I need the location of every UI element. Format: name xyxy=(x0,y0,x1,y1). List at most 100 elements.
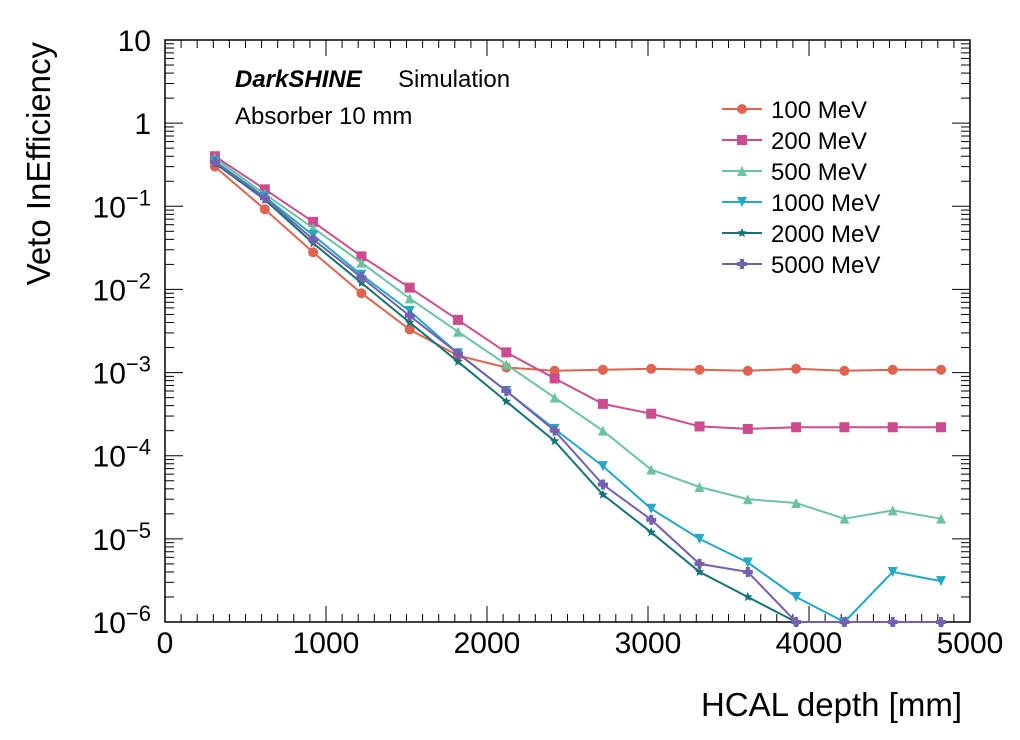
data-point xyxy=(356,277,367,287)
data-point xyxy=(597,425,608,436)
data-point xyxy=(453,356,463,366)
legend-entry: 200 MeV xyxy=(722,128,867,155)
legend-marker xyxy=(737,259,747,269)
data-point xyxy=(887,422,898,433)
data-point xyxy=(791,422,802,433)
x-tick-label: 4000 xyxy=(776,627,843,660)
data-point xyxy=(308,247,319,258)
data-point xyxy=(742,423,753,434)
data-point xyxy=(743,591,753,602)
legend-marker xyxy=(737,135,747,145)
data-point xyxy=(839,513,850,524)
data-point xyxy=(694,566,705,576)
legend-label: 2000 MeV xyxy=(771,221,880,248)
legend-marker xyxy=(737,166,747,176)
data-point xyxy=(887,566,898,577)
data-point xyxy=(936,617,947,627)
y-tick-labels: 10 1 10−1 10−2 10−3 10−4 10−5 10−6 xyxy=(93,25,151,640)
x-tick-label: 0 xyxy=(157,627,174,660)
data-point xyxy=(549,365,560,376)
absorber-annotation: Absorber 10 mm xyxy=(235,103,412,130)
y-axis-title: Veto InEfficiency xyxy=(20,42,57,286)
data-point xyxy=(549,373,560,384)
data-point xyxy=(694,533,705,544)
data-point xyxy=(404,317,415,327)
legend-label: 500 MeV xyxy=(771,159,867,186)
data-point xyxy=(791,617,802,627)
data-point xyxy=(453,348,464,359)
data-point xyxy=(742,365,753,376)
data-point xyxy=(839,617,850,627)
data-point xyxy=(453,314,464,325)
y-tick-label: 10−2 xyxy=(93,268,151,307)
data-point xyxy=(259,204,270,215)
x-tick-label: 1000 xyxy=(293,627,360,660)
data-point xyxy=(887,505,898,516)
data-point xyxy=(501,359,512,370)
data-point xyxy=(597,461,608,472)
legend: 100 MeV 200 MeV 500 MeV 1000 MeV 2000 MeV 500… xyxy=(722,97,880,279)
series-200-mev xyxy=(209,151,947,434)
data-point xyxy=(404,282,415,293)
data-point xyxy=(549,436,560,446)
data-point xyxy=(308,216,319,227)
series-layer xyxy=(209,151,947,627)
y-tick-label: 10−1 xyxy=(93,185,151,224)
data-point xyxy=(259,193,270,204)
experiment-status-label: Simulation xyxy=(398,66,510,93)
data-point xyxy=(356,257,367,268)
data-point xyxy=(839,422,850,433)
legend-entry: 2000 MeV xyxy=(722,221,880,248)
data-point xyxy=(597,364,608,375)
data-point xyxy=(404,310,415,321)
data-point xyxy=(404,293,415,304)
data-point xyxy=(209,157,220,168)
series-line xyxy=(214,160,942,624)
data-point xyxy=(501,386,512,397)
data-point xyxy=(453,326,464,337)
data-point xyxy=(742,494,753,505)
data-point xyxy=(646,363,657,374)
data-point xyxy=(791,497,802,508)
series-5000-mev xyxy=(209,157,947,627)
data-point xyxy=(356,288,367,299)
y-tick-label: 10 xyxy=(118,25,151,58)
data-point xyxy=(936,422,947,433)
data-point xyxy=(742,566,753,577)
data-point xyxy=(936,576,947,587)
legend-entry: 100 MeV xyxy=(722,97,867,124)
data-point xyxy=(694,421,705,432)
series-line xyxy=(214,157,942,520)
data-point xyxy=(887,617,898,627)
data-point xyxy=(694,364,705,375)
data-point xyxy=(646,514,657,525)
data-point xyxy=(308,234,319,245)
data-point xyxy=(646,408,657,419)
legend-label: 100 MeV xyxy=(771,97,867,124)
data-point xyxy=(597,398,608,409)
data-point xyxy=(791,363,802,374)
x-tick-label: 5000 xyxy=(937,627,1004,660)
legend-label: 1000 MeV xyxy=(771,190,880,217)
data-point xyxy=(501,347,512,358)
data-point xyxy=(936,364,947,375)
experiment-label: DarkSHINE xyxy=(235,66,363,93)
series-line xyxy=(214,155,941,430)
series-line xyxy=(214,165,941,372)
y-tick-label: 10−5 xyxy=(93,518,151,557)
data-point xyxy=(598,489,608,499)
data-point xyxy=(742,557,753,568)
data-point xyxy=(646,464,657,475)
legend-entry: 500 MeV xyxy=(722,159,867,186)
x-axis-title: HCAL depth [mm] xyxy=(701,686,962,723)
legend-entry: 5000 MeV xyxy=(722,252,880,279)
data-point xyxy=(404,324,415,335)
plot-frame xyxy=(164,39,971,623)
data-point xyxy=(549,392,560,403)
data-point xyxy=(356,251,367,262)
data-point xyxy=(694,482,705,493)
x-tick-label: 2000 xyxy=(454,627,521,660)
data-point xyxy=(501,396,512,406)
axis-ticks xyxy=(164,39,971,623)
